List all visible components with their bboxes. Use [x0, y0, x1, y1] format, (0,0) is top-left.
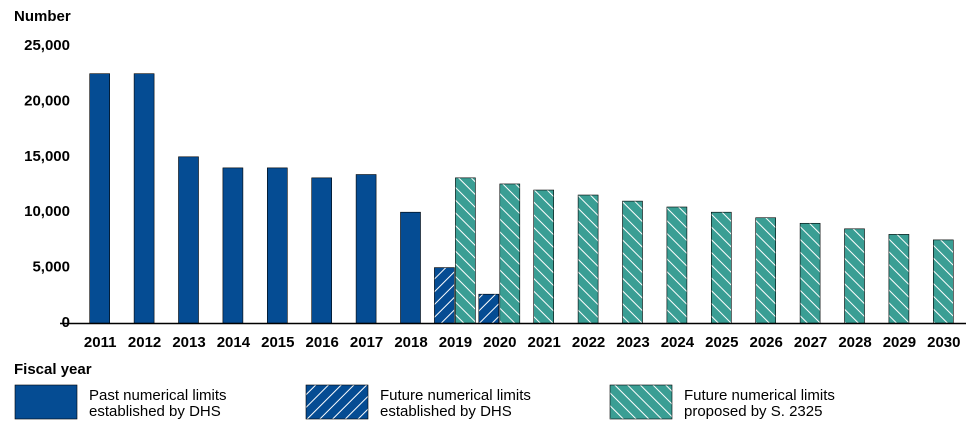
y-tick-label: 25,000 — [24, 37, 70, 54]
x-axis-label: Fiscal year — [14, 361, 92, 378]
x-tick-label: 2014 — [217, 334, 251, 351]
y-tick-label: 0 — [62, 314, 70, 331]
bar — [888, 234, 910, 324]
bar — [932, 239, 954, 324]
x-tick-label: 2030 — [927, 334, 960, 351]
x-tick-label: 2011 — [84, 334, 117, 351]
legend-swatch — [14, 384, 78, 420]
bar — [311, 177, 333, 324]
y-tick-label: 20,000 — [24, 92, 70, 109]
bar — [355, 174, 377, 324]
bar — [755, 217, 777, 324]
y-tick-label: 15,000 — [24, 148, 70, 165]
bar — [400, 211, 421, 324]
bar — [622, 200, 643, 324]
x-tick-label: 2017 — [350, 334, 383, 351]
bar — [710, 211, 732, 324]
legend-label: Future numerical limits proposed by S. 2… — [684, 387, 835, 420]
y-tick-label: 10,000 — [24, 203, 70, 220]
bar — [799, 222, 821, 324]
legend-label: Past numerical limits established by DHS — [89, 387, 227, 420]
bar — [222, 167, 244, 324]
bar — [266, 167, 288, 324]
x-tick-label: 2023 — [616, 334, 649, 351]
x-tick-label: 2021 — [528, 334, 561, 351]
x-tick-label: 2024 — [661, 334, 695, 351]
x-tick-label: 2022 — [572, 334, 605, 351]
x-tick-label: 2028 — [838, 334, 871, 351]
legend-swatch — [305, 384, 369, 420]
bar — [533, 189, 555, 324]
legend-swatch — [609, 384, 673, 420]
bar — [455, 177, 476, 324]
bar — [434, 267, 455, 324]
bar — [133, 73, 155, 324]
x-tick-label: 2026 — [750, 334, 783, 351]
x-tick-label: 2018 — [394, 334, 427, 351]
x-tick-label: 2025 — [705, 334, 738, 351]
x-tick-label: 2015 — [261, 334, 294, 351]
bar — [499, 183, 521, 324]
x-tick-label: 2013 — [172, 334, 205, 351]
x-tick-label: 2020 — [483, 334, 516, 351]
x-tick-label: 2027 — [794, 334, 827, 351]
bar — [89, 73, 110, 324]
x-tick-label: 2019 — [439, 334, 472, 351]
x-tick-label: 2016 — [306, 334, 339, 351]
bar — [666, 206, 688, 324]
bar — [844, 228, 865, 324]
x-tick-label: 2012 — [128, 334, 161, 351]
x-tick-label: 2029 — [883, 334, 916, 351]
legend-label: Future numerical limits established by D… — [380, 387, 531, 420]
bar — [478, 293, 500, 324]
bar — [178, 156, 199, 324]
y-tick-label: 5,000 — [32, 259, 70, 276]
y-axis-label: Number — [14, 8, 71, 25]
bar — [577, 194, 599, 324]
